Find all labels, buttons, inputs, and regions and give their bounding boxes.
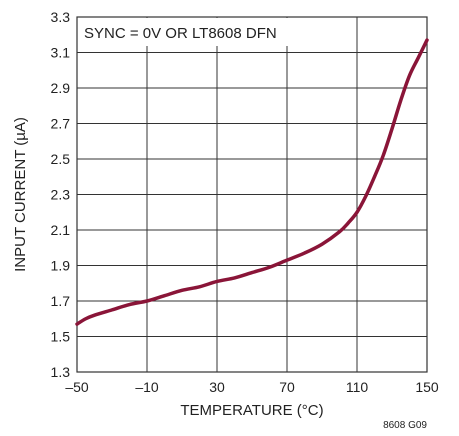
y-tick-label: 2.9	[51, 80, 71, 96]
x-tick-label: 30	[209, 379, 225, 395]
x-tick-label: 150	[415, 379, 439, 395]
y-tick-label: 2.5	[51, 151, 71, 167]
y-tick-label: 3.3	[51, 9, 71, 25]
y-tick-label: 1.5	[51, 329, 71, 345]
annotation-label: SYNC = 0V OR LT8608 DFN	[84, 25, 277, 42]
y-tick-label: 1.3	[51, 364, 71, 380]
y-tick-label: 2.7	[51, 116, 71, 132]
grid	[77, 17, 427, 372]
y-tick-labels: 1.3 1.5 1.7 1.9 2.1 2.3 2.5 2.7 2.9 3.1 3.3	[51, 9, 71, 380]
y-axis-label: INPUT CURRENT (µA)	[12, 117, 29, 272]
x-tick-label: –10	[135, 379, 159, 395]
x-tick-labels: –50 –10 30 70 110 150	[65, 379, 439, 395]
x-axis-label: TEMPERATURE (°C)	[180, 402, 323, 419]
plot-frame	[76, 16, 428, 373]
y-tick-label: 2.3	[51, 187, 71, 203]
series-line	[75, 38, 429, 326]
y-tick-label: 1.9	[51, 258, 71, 274]
y-tick-label: 2.1	[51, 222, 71, 238]
annotation-background	[78, 18, 300, 46]
x-tick-label: 110	[346, 379, 369, 395]
figure-id: 8608 G09	[383, 420, 427, 431]
x-tick-label: 70	[279, 379, 295, 395]
y-tick-label: 1.7	[51, 293, 71, 309]
x-tick-label: –50	[65, 379, 89, 395]
y-tick-label: 3.1	[51, 45, 71, 61]
series-layer	[75, 38, 429, 326]
